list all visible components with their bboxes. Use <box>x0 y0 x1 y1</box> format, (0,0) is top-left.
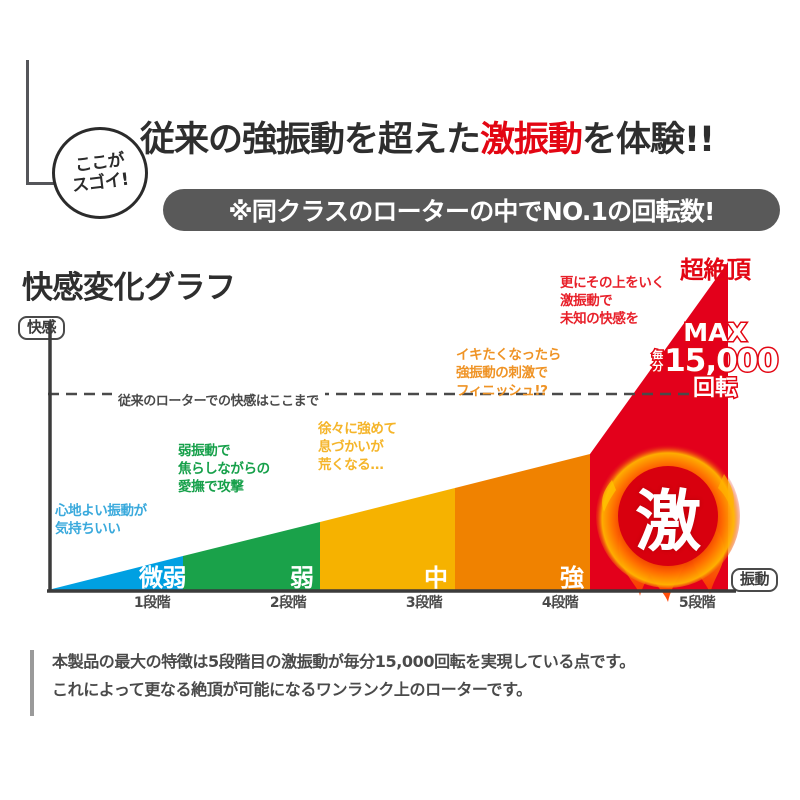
subtitle-pill: ※同クラスのローターの中でNO.1の回転数! <box>163 189 780 231</box>
footer-accent-bar <box>30 650 34 716</box>
step-label-4: 4段階 <box>541 595 579 611</box>
annotation-level-2: 弱振動で 焦らしながらの 愛撫で攻撃 <box>178 443 270 496</box>
annotation-level-1: 心地よい振動が 気持ちいい <box>55 503 147 538</box>
geki-flame-mark: 激 <box>592 440 744 592</box>
subtitle-text: ※同クラスのローターの中でNO.1の回転数! <box>228 197 715 226</box>
pleasure-chart-plot <box>47 262 740 602</box>
headline-accent: 激振動 <box>480 120 583 160</box>
band-area-level-1 <box>48 556 183 590</box>
header-section: ここが スゴイ! 従来の強振動を超えた激振動を体験!! ※同クラスのローターの中… <box>0 55 800 231</box>
level-name-2: 弱 <box>290 564 314 592</box>
max-value: 15,000 <box>663 343 781 379</box>
level-name-3: 中 <box>424 564 448 592</box>
step-label-3: 3段階 <box>405 595 443 611</box>
per-minute-char-1: 毎 <box>651 348 665 363</box>
flame-graphic <box>596 444 740 602</box>
step-label-5: 5段階 <box>678 595 716 611</box>
band-area-level-2 <box>183 522 320 590</box>
peak-label: 超絶頂 <box>680 256 751 284</box>
step-label-1: 1段階 <box>133 595 171 611</box>
per-minute-char-2: 分 <box>651 359 665 374</box>
annotation-level-3: 徐々に強めて 息づかいが 荒くなる… <box>318 421 397 474</box>
geki-character: 激 <box>635 483 701 560</box>
band-area-level-4 <box>455 454 590 590</box>
x-axis-label: 振動 <box>731 568 779 592</box>
band-area-level-3 <box>320 488 455 590</box>
footer-description: 本製品の最大の特徴は5段階目の激振動が毎分15,000回転を実現している点です。… <box>52 648 635 704</box>
threshold-label: 従来のローターでの快感はここまで <box>112 390 325 409</box>
annotation-level-4: イキたくなったら 強振動の刺激で フィニッシュ!? <box>456 347 561 400</box>
max-rotation-callout: MAX 毎 分 15,000 回転 <box>651 318 781 402</box>
chart-title: 快感変化グラフ <box>22 270 236 306</box>
footer-line-2: これによって更なる絶頂が可能になるワンランク上のローターです。 <box>52 680 532 699</box>
annotation-level-5: 更にその上をいく 激振動で 未知の快感を <box>560 275 665 328</box>
here-is-great-badge: ここが スゴイ! <box>52 127 148 219</box>
headline: 従来の強振動を超えた激振動を体験!! <box>140 123 790 158</box>
footer-line-1: 本製品の最大の特徴は5段階目の激振動が毎分15,000回転を実現している点です。 <box>52 652 635 671</box>
headline-pre: 従来の強振動を超えた <box>140 120 481 160</box>
level-name-1: 微弱 <box>139 564 187 592</box>
max-unit: 回転 <box>691 376 738 401</box>
max-label: MAX <box>682 318 749 347</box>
level-name-4: 強 <box>560 564 584 592</box>
step-label-2: 2段階 <box>269 595 307 611</box>
per-minute-label: 毎 分 <box>651 348 665 374</box>
footer-section: 本製品の最大の特徴は5段階目の激振動が毎分15,000回転を実現している点です。… <box>30 648 770 718</box>
headline-post: を体験!! <box>582 120 715 160</box>
